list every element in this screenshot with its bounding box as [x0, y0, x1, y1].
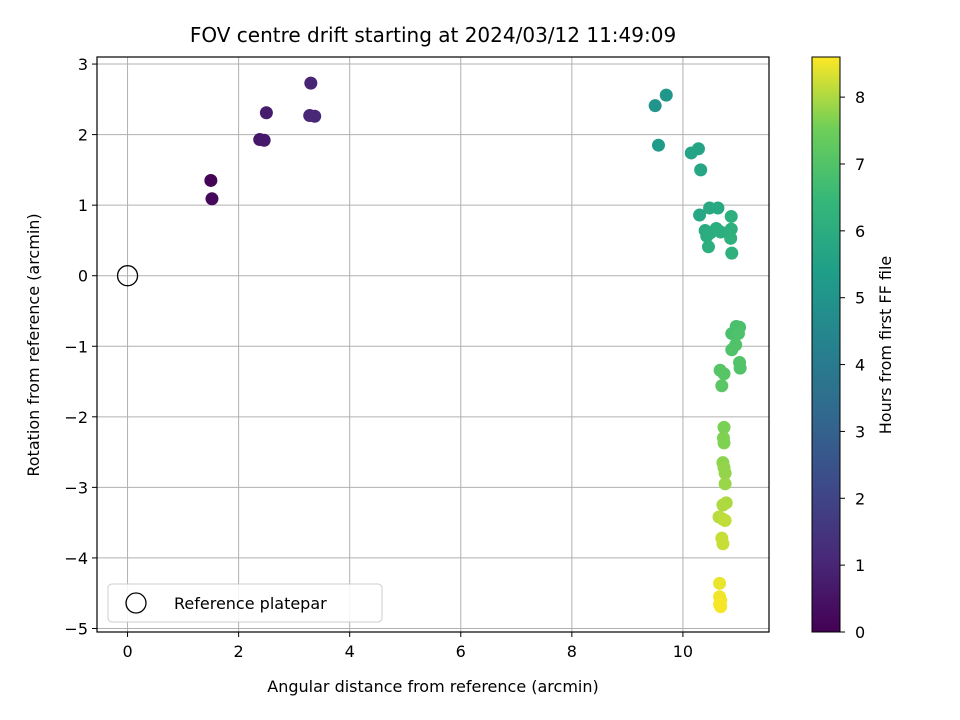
y-tick-label: 1 [78, 196, 88, 215]
data-point [733, 361, 747, 375]
data-point [717, 367, 731, 381]
x-tick-label: 0 [122, 642, 132, 661]
colorbar [811, 56, 841, 633]
colorbar-tick-label: 5 [855, 289, 865, 308]
data-point [259, 106, 273, 120]
data-point [713, 576, 727, 590]
y-axis-label: Rotation from reference (arcmin) [24, 213, 43, 476]
data-point [714, 225, 728, 239]
x-tick-label: 10 [673, 642, 693, 661]
y-tick-label: 0 [78, 267, 88, 286]
data-point [651, 138, 665, 152]
data-point [304, 76, 318, 90]
colorbar-tick-label: 1 [855, 556, 865, 575]
y-tick-label: −3 [64, 478, 88, 497]
data-point [308, 109, 322, 123]
y-tick-label: −2 [64, 408, 88, 427]
data-point [659, 88, 673, 102]
data-point [718, 477, 732, 491]
y-tick-label: 3 [78, 55, 88, 74]
colorbar-tick-label: 0 [855, 623, 865, 642]
y-tick-label: −1 [64, 337, 88, 356]
data-point [711, 201, 725, 215]
data-point [716, 537, 730, 551]
data-point [724, 209, 738, 223]
y-tick-label: 2 [78, 126, 88, 145]
data-point [717, 420, 731, 434]
data-point [693, 208, 707, 222]
colorbar-tick-label: 8 [855, 88, 865, 107]
data-point [714, 600, 728, 614]
data-point [725, 246, 739, 260]
data-point [716, 498, 730, 512]
colorbar-tick-label: 4 [855, 356, 865, 375]
data-point [731, 327, 745, 341]
reference-platepar-marker [116, 265, 139, 287]
data-point [718, 514, 732, 528]
data-point [691, 142, 705, 156]
colorbar-tick-label: 7 [855, 155, 865, 174]
colorbar-tick-label: 6 [855, 222, 865, 241]
legend: Reference platepar [107, 583, 383, 623]
x-tick-label: 6 [456, 642, 466, 661]
x-axis-label: Angular distance from reference (arcmin) [267, 677, 598, 696]
colorbar-ticks: 0 1 2 3 4 5 6 7 8 [840, 88, 865, 642]
data-point [725, 343, 739, 357]
data-point [724, 231, 738, 245]
x-tick-label: 2 [234, 642, 244, 661]
data-point [715, 379, 729, 393]
legend-entry-reference: Reference platepar [174, 594, 327, 613]
x-tick-label: 4 [345, 642, 355, 661]
data-point [694, 163, 708, 177]
data-point [648, 99, 662, 113]
data-point [701, 240, 715, 254]
colorbar-label: Hours from first FF file [876, 256, 895, 435]
data-points [116, 76, 747, 614]
y-tick-label: −5 [64, 619, 88, 638]
colorbar-tick-label: 3 [855, 422, 865, 441]
data-point [718, 466, 732, 480]
data-point [724, 222, 738, 236]
x-tick-label: 8 [567, 642, 577, 661]
y-tick-label: −4 [64, 549, 88, 568]
y-axis-ticks: 3 2 1 0 −1 −2 −3 −4 −5 [64, 55, 97, 638]
x-axis-ticks: 0 2 4 6 8 10 [122, 632, 693, 661]
data-point [717, 436, 731, 450]
data-point [257, 133, 271, 147]
legend-marker-reference [125, 592, 147, 614]
data-point [205, 192, 219, 206]
grid [97, 57, 769, 632]
legend-box [107, 583, 383, 623]
colorbar-tick-label: 2 [855, 489, 865, 508]
chart-title: FOV centre drift starting at 2024/03/12 … [190, 23, 676, 47]
data-point [204, 173, 218, 187]
plot-frame [96, 56, 770, 633]
